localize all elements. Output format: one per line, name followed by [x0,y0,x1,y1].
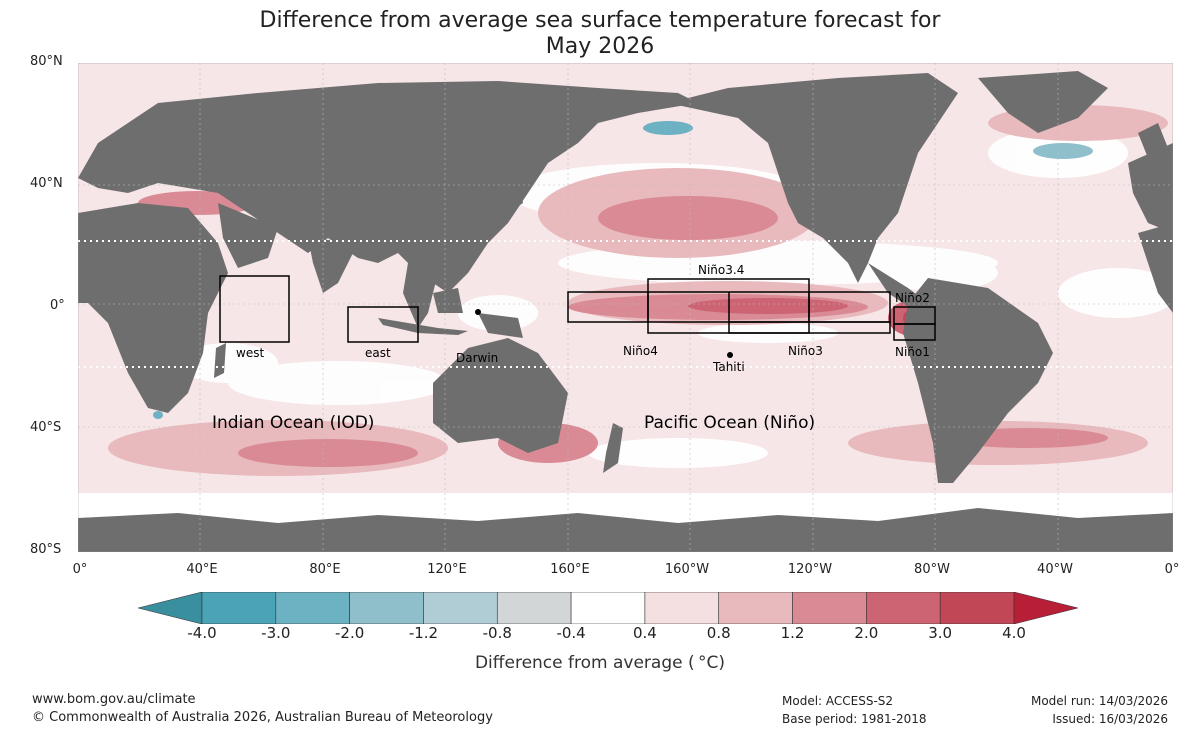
colorbar-segment [496,592,572,624]
colorbar-segment [275,592,350,624]
lon-label-160e: 160°E [550,562,590,577]
nino4-label: Niño4 [623,344,658,358]
nino3-lower-box [728,321,891,334]
nino1-label: Niño1 [895,345,930,359]
colorbar-segment [866,592,941,624]
colorbar-tick-label: -2.0 [334,624,365,642]
lon-label-0-right: 0° [1164,562,1180,577]
lon-label-120e: 120°E [427,562,467,577]
lat-label-40n: 40°N [30,176,63,191]
colorbar [138,592,1078,624]
footer-url: www.bom.gov.au/climate [32,692,196,707]
nino1-box [893,323,936,341]
iod-west-label: west [236,346,264,360]
colorbar-segment [792,592,867,624]
footer-issued: Issued: 16/03/2026 [1052,712,1168,726]
colorbar-segment [570,592,646,624]
cool-anomaly-patches [153,121,1093,419]
sst-anomaly-map: west east Niño3.4 Niño4 Niño3 Niño2 Niño… [77,62,1178,556]
tropic-lines [78,240,1173,368]
darwin-label: Darwin [456,351,498,365]
footer-model-run: Model run: 14/03/2026 [1030,694,1168,708]
iod-east-box [347,306,419,343]
colorbar-tick-label: 1.2 [780,624,805,642]
colorbar-tick-label: 2.0 [854,624,879,642]
iod-west-box [219,275,290,343]
lon-label-80w: 80°W [914,562,950,577]
lon-label-80e: 80°E [309,562,341,577]
darwin-marker [475,309,481,315]
colorbar-tick-label: -1.2 [408,624,439,642]
footer-model: Model: ACCESS-S2 [782,694,894,708]
indian-ocean-label: Indian Ocean (IOD) [212,413,374,433]
lon-label-0-left: 0° [72,562,88,577]
colorbar-tick-label: 0.8 [706,624,731,642]
lon-label-160w: 160°W [664,562,710,577]
colorbar-title: Difference from average ( °C) [474,653,726,673]
map-title-line-2: May 2026 [545,34,655,59]
colorbar-tick-label: 0.4 [632,624,657,642]
colorbar-segment [349,592,424,624]
colorbar-segment [644,592,720,624]
colorbar-arrow-high [1013,592,1078,624]
lat-label-0: 0° [50,298,65,313]
warm-anomaly-patches [108,105,1168,476]
colorbar-segment [718,592,793,624]
map-title-line-1: Difference from average sea surface temp… [259,8,941,33]
graticule [78,62,1173,552]
nino34-label: Niño3.4 [698,263,744,277]
colorbar-arrow-low [138,592,203,624]
colorbar-tick-label: -4.0 [187,624,217,642]
region-boxes [219,275,936,343]
colorbar-tick-label: -3.0 [261,624,291,642]
lat-label-80n: 80°N [30,54,63,69]
colorbar-segments [138,592,1078,624]
footer-copyright: © Commonwealth of Australia 2026, Austra… [32,710,493,725]
lat-label-40s: 40°S [30,420,62,435]
colorbar-segment [939,592,1015,624]
colorbar-tick-label: 3.0 [928,624,953,642]
footer-base-period: Base period: 1981-2018 [782,712,927,726]
lon-label-40e: 40°E [186,562,218,577]
colorbar-tick-label: 4.0 [1002,624,1026,642]
nino3-label: Niño3 [788,344,823,358]
colorbar-tick-label: -0.8 [482,624,512,642]
lat-label-80s: 80°S [30,542,62,557]
pacific-ocean-label: Pacific Ocean (Niño) [644,413,815,433]
nino2-label: Niño2 [895,291,930,305]
tahiti-label: Tahiti [712,360,745,374]
lon-label-40w: 40°W [1037,562,1073,577]
colorbar-tick-label: -0.4 [556,624,586,642]
tahiti-marker [727,352,733,358]
colorbar-segment [423,592,498,624]
iod-east-label: east [365,346,391,360]
colorbar-segment [201,592,277,624]
lon-label-120w: 120°W [787,562,833,577]
